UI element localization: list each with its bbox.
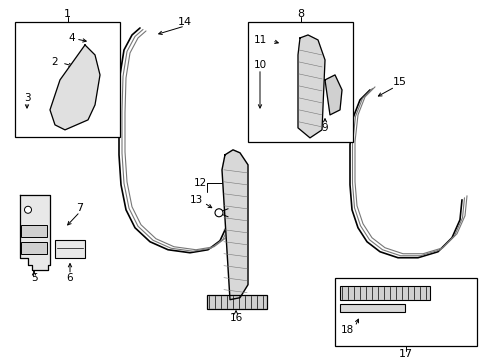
- Bar: [21, 225, 47, 237]
- Text: 7: 7: [76, 203, 83, 213]
- Text: 12: 12: [193, 178, 206, 188]
- Text: 4: 4: [68, 33, 75, 43]
- Text: 3: 3: [23, 93, 30, 103]
- Text: 10: 10: [253, 60, 266, 70]
- Text: 17: 17: [398, 348, 412, 359]
- Bar: [206, 295, 266, 309]
- Polygon shape: [50, 45, 100, 130]
- Polygon shape: [297, 35, 325, 138]
- Bar: [334, 278, 476, 346]
- Polygon shape: [20, 195, 50, 270]
- Polygon shape: [325, 75, 341, 115]
- Circle shape: [24, 206, 31, 213]
- Polygon shape: [222, 150, 247, 300]
- Text: 11: 11: [253, 35, 266, 45]
- Text: 5: 5: [31, 273, 37, 283]
- Bar: [339, 286, 429, 300]
- Bar: [21, 242, 47, 254]
- Text: 6: 6: [66, 273, 73, 283]
- Text: 1: 1: [64, 9, 71, 19]
- Bar: [15, 22, 120, 137]
- Text: 16: 16: [229, 313, 242, 323]
- Text: 18: 18: [340, 325, 353, 335]
- Text: 9: 9: [321, 123, 327, 133]
- Text: 15: 15: [392, 77, 406, 87]
- Text: 13: 13: [189, 195, 202, 205]
- Text: 2: 2: [52, 57, 58, 67]
- Bar: [55, 240, 85, 258]
- Bar: [339, 304, 404, 312]
- Text: 8: 8: [296, 9, 304, 19]
- Text: 14: 14: [178, 17, 192, 27]
- Bar: [247, 22, 352, 142]
